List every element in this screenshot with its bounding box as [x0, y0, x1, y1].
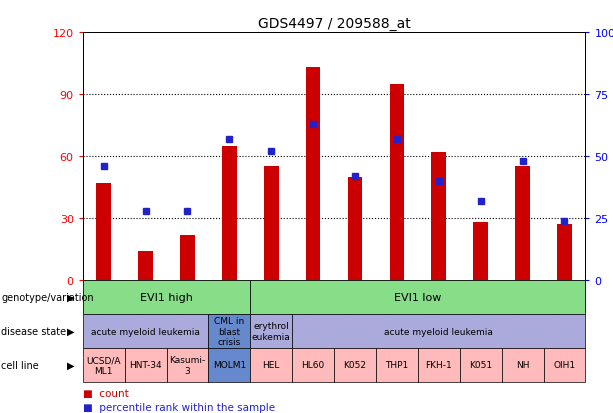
Text: HL60: HL60 [302, 361, 325, 370]
Text: Kasumi-
3: Kasumi- 3 [169, 356, 205, 375]
Bar [264, 167, 278, 280]
Bar [557, 225, 572, 280]
Text: MOLM1: MOLM1 [213, 361, 246, 370]
Text: NH: NH [516, 361, 530, 370]
Text: erythrol
eukemia: erythrol eukemia [252, 322, 291, 341]
Bar [306, 68, 321, 280]
Text: K052: K052 [343, 361, 367, 370]
Text: OIH1: OIH1 [554, 361, 576, 370]
Text: ■  percentile rank within the sample: ■ percentile rank within the sample [83, 402, 275, 412]
Title: GDS4497 / 209588_at: GDS4497 / 209588_at [257, 17, 411, 31]
Text: EVI1 low: EVI1 low [394, 292, 441, 302]
Text: EVI1 high: EVI1 high [140, 292, 193, 302]
Text: THP1: THP1 [386, 361, 408, 370]
Text: disease state: disease state [1, 326, 66, 336]
Bar [516, 167, 530, 280]
Bar [473, 223, 488, 280]
Text: HEL: HEL [262, 361, 280, 370]
Bar [180, 235, 195, 280]
Text: ▶: ▶ [67, 292, 74, 302]
Bar [348, 177, 362, 280]
Text: K051: K051 [469, 361, 492, 370]
Bar [390, 85, 404, 280]
Text: acute myeloid leukemia: acute myeloid leukemia [384, 327, 493, 336]
Bar [139, 252, 153, 280]
Bar [432, 153, 446, 280]
Bar [222, 147, 237, 280]
Text: genotype/variation: genotype/variation [1, 292, 94, 302]
Text: acute myeloid leukemia: acute myeloid leukemia [91, 327, 200, 336]
Text: ■  count: ■ count [83, 388, 129, 398]
Text: UCSD/A
ML1: UCSD/A ML1 [86, 356, 121, 375]
Text: CML in
blast
crisis: CML in blast crisis [214, 316, 245, 346]
Bar [96, 183, 111, 280]
Text: FKH-1: FKH-1 [425, 361, 452, 370]
Text: cell line: cell line [1, 360, 39, 370]
Text: ▶: ▶ [67, 326, 74, 336]
Text: HNT-34: HNT-34 [129, 361, 162, 370]
Text: ▶: ▶ [67, 360, 74, 370]
